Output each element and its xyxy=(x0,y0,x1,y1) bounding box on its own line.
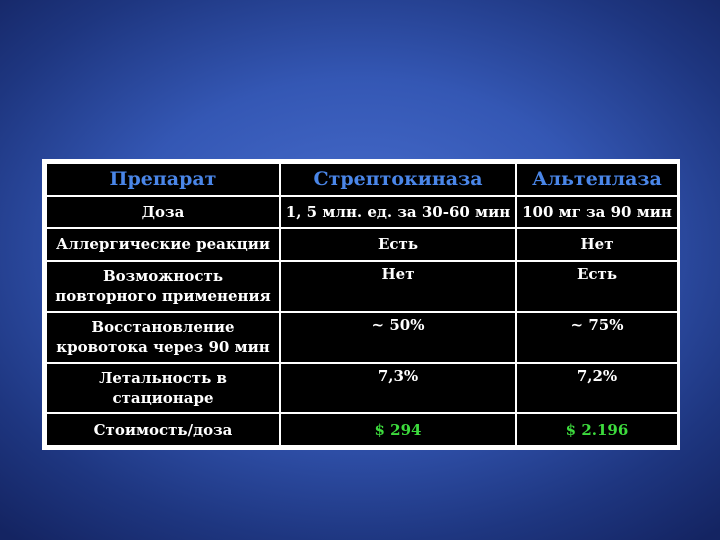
row-label: Возможность повторного применения xyxy=(47,261,279,311)
streptokinase-value: Есть xyxy=(281,229,515,260)
row-label: Летальность в стационаре xyxy=(47,363,279,413)
comparison-table-frame: Препарат Стрептокиназа Альтеплаза Доза 1… xyxy=(42,159,680,450)
alteplase-value: 100 мг за 90 мин xyxy=(517,196,677,228)
streptokinase-value: 1, 5 млн. ед. за 30-60 мин xyxy=(281,196,515,228)
row-label: Аллергические реакции xyxy=(47,229,279,260)
alteplase-value: ~ 75% xyxy=(517,312,677,362)
table-row: Стоимость/доза $ 294 $ 2.196 xyxy=(47,414,677,445)
header-drug: Препарат xyxy=(47,164,279,195)
alteplase-value: 7,2% xyxy=(517,363,677,413)
streptokinase-value: 7,3% xyxy=(281,363,515,413)
streptokinase-value: ~ 50% xyxy=(281,312,515,362)
alteplase-value: Нет xyxy=(517,229,677,260)
header-alteplase: Альтеплаза xyxy=(517,164,677,195)
table-row: Восстановление кровотока через 90 мин ~ … xyxy=(47,312,677,362)
table-row: Доза 1, 5 млн. ед. за 30-60 мин 100 мг з… xyxy=(47,196,677,228)
table-header-row: Препарат Стрептокиназа Альтеплаза xyxy=(47,164,677,195)
alteplase-value: $ 2.196 xyxy=(517,414,677,445)
header-streptokinase: Стрептокиназа xyxy=(281,164,515,195)
table-row: Возможность повторного применения Нет Ес… xyxy=(47,261,677,311)
alteplase-value: Есть xyxy=(517,261,677,311)
row-label: Доза xyxy=(47,196,279,228)
row-label: Стоимость/доза xyxy=(47,414,279,445)
comparison-table: Препарат Стрептокиназа Альтеплаза Доза 1… xyxy=(45,162,679,447)
streptokinase-value: $ 294 xyxy=(281,414,515,445)
table-row: Аллергические реакции Есть Нет xyxy=(47,229,677,260)
table-row: Летальность в стационаре 7,3% 7,2% xyxy=(47,363,677,413)
row-label: Восстановление кровотока через 90 мин xyxy=(47,312,279,362)
streptokinase-value: Нет xyxy=(281,261,515,311)
